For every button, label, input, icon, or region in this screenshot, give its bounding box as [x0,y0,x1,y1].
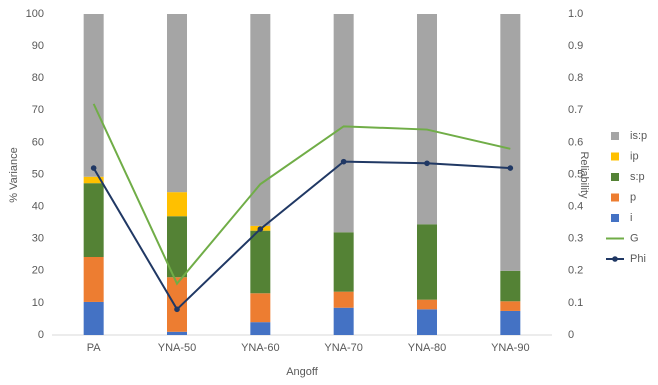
bar-segment [417,14,437,225]
y-tick-label: 30 [32,233,44,245]
x-axis-title: Angoff [286,366,319,378]
line-marker [90,165,97,171]
bar-segment [83,183,104,257]
y2-tick-label: 0.6 [568,136,583,148]
bar-segment [83,256,104,302]
bar-segment [333,307,354,335]
bar-segment [167,216,187,278]
x-tick-label: YNA-70 [324,342,363,354]
legend-swatch [611,193,619,202]
line-marker [424,160,430,167]
y-tick-label: 60 [32,136,44,148]
line-marker [340,158,347,165]
bar-segment [250,230,271,294]
x-tick-label: YNA-80 [408,342,447,354]
y-tick-label: 80 [32,72,44,84]
y2-tick-label: 1.0 [568,8,583,20]
bar-segment [333,14,354,233]
bar-segment [417,224,437,300]
y2-tick-label: 0.1 [568,297,583,309]
bar-segment [500,310,521,335]
bar-segment [250,14,271,226]
bar-segment [83,176,104,184]
y-axis-title: % Variance [8,147,20,202]
legend-label: is:p [630,130,647,142]
legend-swatch [611,152,619,161]
line [92,160,511,311]
bar-segment [83,14,104,177]
legend-label: ip [630,150,639,162]
bar-segment [167,192,187,217]
x-tick-label: YNA-90 [491,342,530,354]
legend-swatch [611,214,619,222]
bar-segment [500,270,521,302]
y2-tick-label: 0.9 [568,40,583,52]
y2-tick-label: 0.8 [568,72,583,84]
y-tick-label: 90 [32,40,44,52]
y2-tick-label: 0.4 [568,201,583,213]
line-marker [174,306,180,313]
y-tick-label: 20 [32,265,44,277]
line-marker [257,226,264,232]
bar-segment [83,301,104,335]
bar-segment [167,277,187,332]
legend-marker [612,256,618,262]
legend-label: p [630,191,636,203]
bar-segment [417,299,437,310]
y2-tick-label: 0 [568,329,574,341]
bar-segment [250,322,271,335]
y-tick-label: 10 [32,297,44,309]
bar-segment [333,291,354,308]
bar-segment [417,309,437,335]
x-tick-label: YNA-60 [241,342,280,354]
bar-segment [167,331,187,335]
bar-segment [250,293,271,323]
y2-tick-label: 0.3 [568,233,583,245]
y-tick-label: 0 [38,329,44,341]
line-marker [507,165,514,171]
bar-segment [167,14,187,193]
y-tick-label: 70 [32,104,44,116]
legend-label: G [630,232,639,244]
line [92,103,511,286]
y2-tick-label: 0.5 [568,168,583,180]
legend-label: i [630,212,632,224]
y2-axis-title: Reliability [578,151,590,199]
y2-tick-label: 0.7 [568,104,583,116]
y-tick-label: 100 [26,8,44,20]
y-tick-label: 40 [32,201,44,213]
x-tick-label: YNA-50 [158,342,197,354]
y-tick-label: 50 [32,168,44,180]
legend-label: Phi [630,253,646,265]
bar-segment [500,301,521,311]
bar-segment [333,232,354,292]
legend-swatch [611,173,619,181]
legend-swatch [611,132,619,140]
bar-segment [500,14,521,271]
x-tick-label: PA [87,342,102,354]
legend-label: s:p [630,171,645,183]
y2-tick-label: 0.2 [568,265,583,277]
